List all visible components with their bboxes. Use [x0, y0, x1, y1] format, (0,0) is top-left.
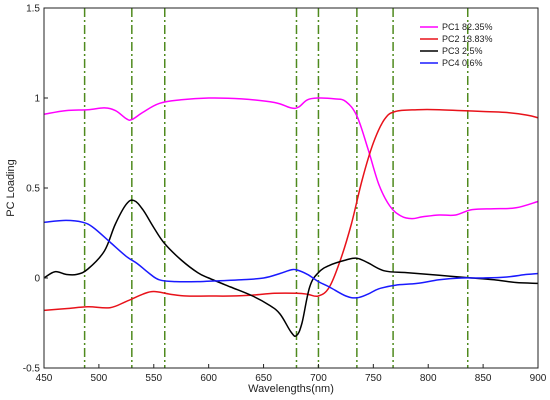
- series-line-pc1: [43, 97, 539, 220]
- x-tick-label: 850: [475, 373, 492, 384]
- series-line-pc2: [43, 108, 539, 312]
- series-line-pc4: [43, 219, 539, 299]
- x-tick-label: 500: [91, 373, 108, 384]
- y-tick-label: 0.5: [26, 184, 40, 195]
- legend-label-pc2: PC2 13.83%: [442, 34, 493, 44]
- y-axis-title: PC Loading: [5, 159, 17, 217]
- y-tick-label: 0: [34, 274, 40, 285]
- x-tick-label: 650: [255, 373, 272, 384]
- x-tick-label: 450: [36, 373, 53, 384]
- y-tick-label: 1: [34, 94, 40, 105]
- legend-label-pc4: PC4 0.6%: [442, 58, 483, 68]
- x-tick-label: 600: [200, 373, 217, 384]
- series-lines: [43, 97, 539, 338]
- x-axis-title: Wavelengths(nm): [248, 383, 334, 395]
- legend: PC1 82.35% PC2 13.83% PC3 2.5% PC4 0.6%: [420, 22, 493, 68]
- x-tick-label: 550: [145, 373, 162, 384]
- x-tick-label: 750: [365, 373, 382, 384]
- x-tick-label: 900: [530, 373, 547, 384]
- y-tick-label: 1.5: [26, 4, 40, 15]
- x-tick-label: 800: [420, 373, 437, 384]
- wavelength-markers: [83, 8, 469, 368]
- legend-label-pc3: PC3 2.5%: [442, 46, 483, 56]
- legend-label-pc1: PC1 82.35%: [442, 22, 493, 32]
- y-axis-ticks: -0.5 0 0.5 1 1.5: [23, 4, 48, 375]
- series-line-pc3: [43, 199, 539, 338]
- x-tick-label: 700: [310, 373, 327, 384]
- x-axis-ticks: 450 500 550 600 650 700 750 800 850 900: [36, 364, 547, 384]
- y-tick-label: -0.5: [23, 364, 41, 375]
